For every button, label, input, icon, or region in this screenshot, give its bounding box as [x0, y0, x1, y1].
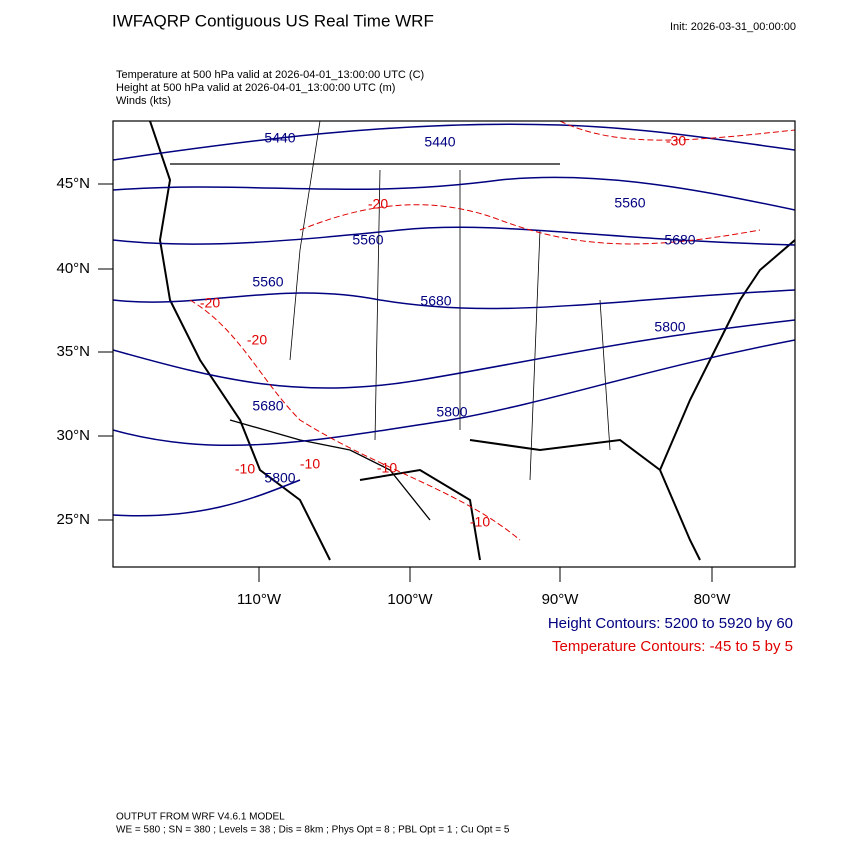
lat-label: 45°N [56, 175, 90, 192]
height-label: 5560 [352, 232, 383, 248]
field-label: Height at 500 hPa valid at 2026-04-01_13… [116, 82, 395, 94]
height-label: 5680 [252, 398, 283, 414]
height-label: 5560 [252, 274, 283, 290]
temperature-legend: Temperature Contours: -45 to 5 by 5 [552, 638, 793, 655]
height-label: 5800 [264, 470, 295, 486]
coastline [149, 121, 331, 561]
height-label: 5560 [614, 195, 645, 211]
height-contour [113, 289, 795, 310]
contour-labels: 5440 5440 5560 5560 5680 5560 5680 5800 … [200, 130, 696, 530]
height-label: 5680 [664, 232, 695, 248]
lat-label: 35°N [56, 343, 90, 360]
coastline [659, 239, 795, 471]
height-contour [113, 226, 795, 246]
height-label: 5680 [420, 293, 451, 309]
height-label: 5440 [264, 130, 295, 146]
temperature-label: -30 [666, 133, 686, 149]
coastline [469, 438, 701, 561]
title: IWFAQRP Contiguous US Real Time WRF [112, 11, 434, 30]
temperature-label: -10 [300, 456, 320, 472]
temperature-label: -20 [368, 196, 388, 212]
temperature-contour [189, 299, 521, 541]
state-lines [289, 121, 611, 481]
temperature-contour [559, 121, 795, 141]
height-label: 5800 [654, 319, 685, 335]
footer-line: WE = 580 ; SN = 380 ; Levels = 38 ; Dis … [116, 825, 510, 836]
temperature-label: -10 [235, 461, 255, 477]
temperature-label: -20 [200, 295, 220, 311]
lon-label: 110°W [237, 591, 282, 608]
field-label: Temperature at 500 hPa valid at 2026-04-… [116, 69, 424, 81]
map: 45°N 40°N 35°N 30°N 25°N 110°W 100°W 90°… [56, 120, 796, 608]
lon-label: 80°W [694, 591, 732, 608]
temperature-label: -20 [247, 332, 267, 348]
height-label: 5800 [436, 404, 467, 420]
height-label: 5440 [424, 134, 455, 150]
lon-label: 90°W [542, 591, 580, 608]
axis-labels: 45°N 40°N 35°N 30°N 25°N 110°W 100°W 90°… [56, 175, 731, 608]
temperature-contour [299, 204, 761, 245]
lat-label: 25°N [56, 511, 90, 528]
ticks [98, 183, 713, 582]
lon-label: 100°W [387, 591, 433, 608]
footer-line: OUTPUT FROM WRF V4.6.1 MODEL [116, 812, 285, 823]
height-contour [113, 319, 795, 389]
temperature-label: -10 [377, 460, 397, 476]
height-contour [113, 176, 795, 211]
lat-label: 40°N [56, 260, 90, 277]
init-time: Init: 2026-03-31_00:00:00 [670, 21, 796, 33]
height-contour [113, 479, 301, 517]
field-label: Winds (kts) [116, 95, 171, 107]
lat-label: 30°N [56, 427, 90, 444]
height-contour [113, 339, 795, 447]
temperature-label: -10 [470, 514, 490, 530]
border [229, 419, 431, 521]
height-legend: Height Contours: 5200 to 5920 by 60 [548, 615, 793, 632]
map-frame [112, 120, 796, 568]
coastline [359, 468, 481, 561]
